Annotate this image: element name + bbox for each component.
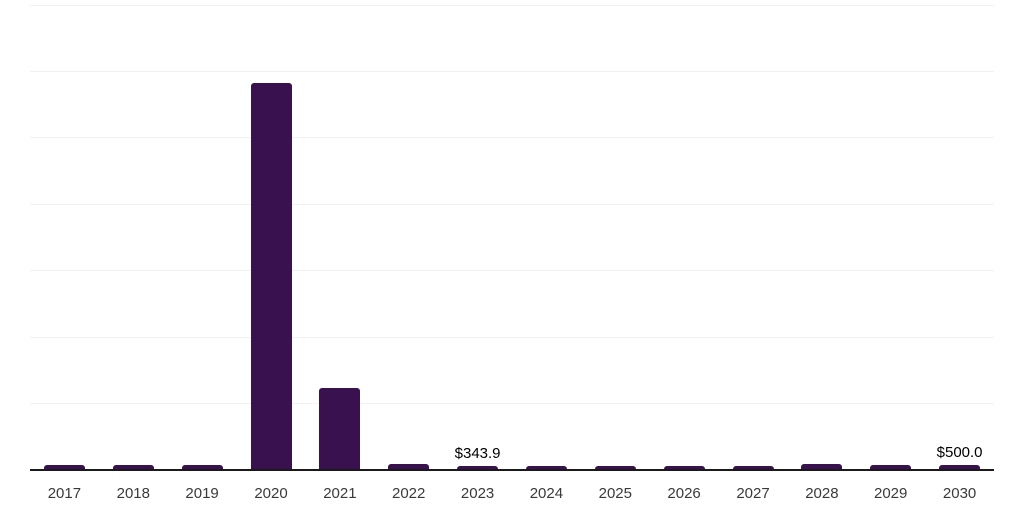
x-tick-label-2027: 2027 <box>736 485 770 502</box>
bar-2028 <box>801 464 843 470</box>
bar-2030 <box>939 464 981 470</box>
x-axis-line <box>30 468 994 471</box>
value-label-2023: $343.9 <box>454 445 501 463</box>
value-label-2030: $500.0 <box>936 443 983 461</box>
gridline <box>30 137 994 139</box>
gridline <box>30 70 994 72</box>
x-tick-label-2023: 2023 <box>460 485 495 502</box>
x-tick-label-2025: 2025 <box>598 485 632 502</box>
bar-2020 <box>250 82 292 470</box>
bar-2023 <box>457 466 499 470</box>
bar-2018 <box>112 465 154 470</box>
bar-2017 <box>43 465 85 470</box>
bar-2027 <box>732 465 774 470</box>
x-tick-label-2022: 2022 <box>392 485 426 502</box>
gridline <box>30 403 994 405</box>
bar-2029 <box>870 464 912 470</box>
x-tick-label-2020: 2020 <box>254 485 288 502</box>
x-tick-label-2030: 2030 <box>942 485 977 502</box>
x-tick-label-2019: 2019 <box>185 485 219 502</box>
x-tick-label-2024: 2024 <box>529 485 564 502</box>
bar-2026 <box>663 466 705 470</box>
gridline <box>30 336 994 338</box>
x-tick-label-2018: 2018 <box>116 485 150 502</box>
x-tick-label-2028: 2028 <box>805 485 839 502</box>
x-tick-label-2026: 2026 <box>667 485 701 502</box>
bar-2024 <box>525 466 567 470</box>
gridline <box>30 4 994 6</box>
bar-2021 <box>319 387 361 470</box>
bar-2025 <box>594 466 636 470</box>
gridline <box>30 203 994 205</box>
x-tick-label-2021: 2021 <box>323 485 357 502</box>
x-tick-label-2017: 2017 <box>47 485 82 502</box>
gridline <box>30 270 994 272</box>
x-tick-label-2029: 2029 <box>874 485 908 502</box>
bar-2022 <box>388 464 430 470</box>
bar-2019 <box>181 465 223 470</box>
